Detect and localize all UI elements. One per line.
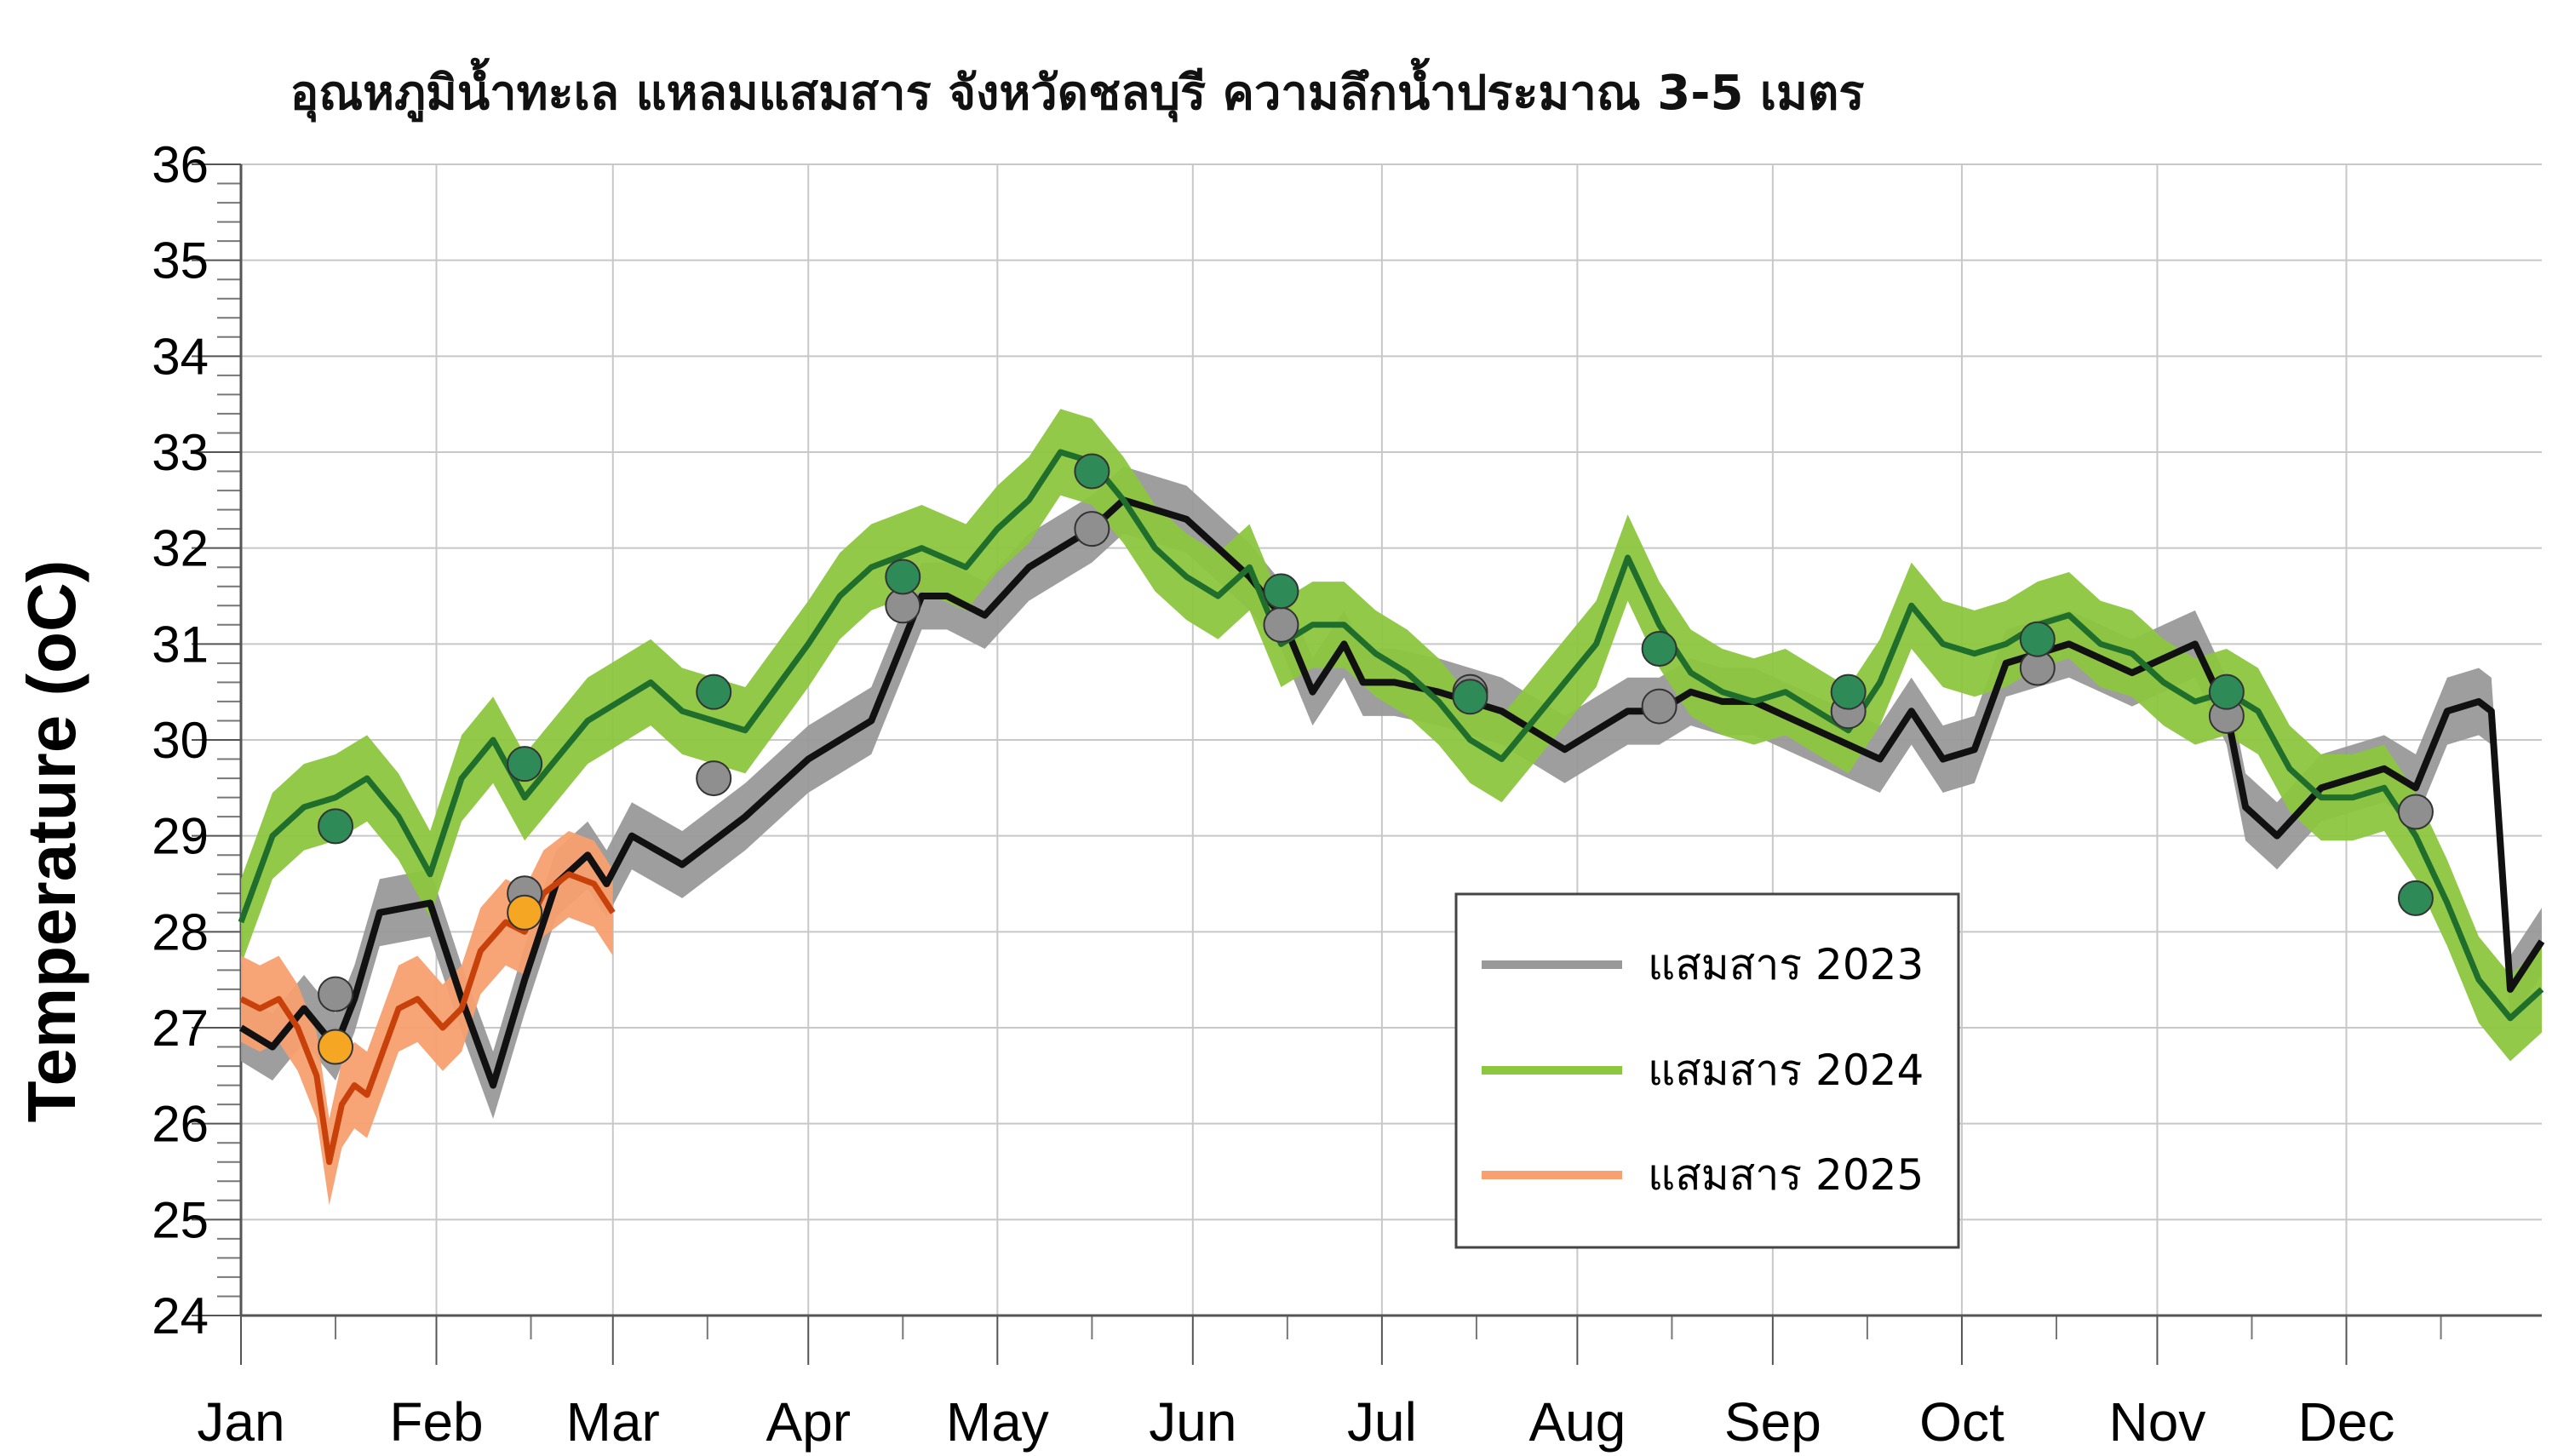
y-tick-label: 31 (152, 616, 209, 673)
series-marker (318, 1029, 354, 1065)
plot-area (238, 409, 2545, 1206)
series-marker (1263, 573, 1299, 610)
series-range-band (241, 466, 2542, 1120)
series-line (238, 449, 2544, 1022)
series-marker (1074, 453, 1110, 490)
x-tick-labels: Jan Feb Mar Apr May Jun Jul Aug Sep Oct Nov Dec (197, 1391, 2394, 1453)
series-marker (2397, 794, 2434, 830)
x-tick-label: Jan (197, 1391, 284, 1453)
y-tick-label: 26 (152, 1096, 209, 1153)
x-tick-label: Apr (766, 1391, 851, 1453)
x-tick-label: May (946, 1391, 1049, 1453)
series-marker (2019, 621, 2056, 657)
legend-label-2025: แสมสาร 2025 (1648, 1150, 1924, 1200)
y-tick-label: 36 (152, 136, 209, 193)
y-tick-label: 29 (152, 808, 209, 865)
y-tick-labels: 24 25 26 27 28 29 30 31 32 33 34 35 36 (152, 136, 209, 1344)
series-marker (1641, 630, 1677, 667)
legend-label-2023: แสมสาร 2023 (1648, 940, 1924, 989)
series-marker (2208, 674, 2245, 710)
y-tick-label: 30 (152, 712, 209, 769)
axes (192, 163, 2542, 1365)
series-marker (2397, 880, 2434, 916)
series-marker (1641, 688, 1677, 725)
chart-title: อุณหภูมิน้ำทะเล แหลมแสมสาร จังหวัดชลบุรี… (290, 58, 1865, 123)
series-marker (318, 976, 354, 1012)
series-marker (1263, 606, 1299, 643)
series-marker (1452, 679, 1488, 715)
legend-label-2024: แสมสาร 2024 (1648, 1046, 1924, 1095)
x-tick-label: Feb (389, 1391, 483, 1453)
x-tick-label: Mar (566, 1391, 660, 1453)
series-range-band (241, 409, 2542, 1062)
x-tick-label: Dec (2298, 1391, 2395, 1453)
y-tick-label: 25 (152, 1191, 209, 1248)
y-tick-label: 32 (152, 520, 209, 577)
x-tick-label: Nov (2109, 1391, 2206, 1453)
y-tick-label: 34 (152, 328, 209, 385)
y-tick-label: 28 (152, 903, 209, 960)
series-marker (318, 808, 354, 845)
x-tick-label: Jul (1347, 1391, 1417, 1453)
series-marker (507, 894, 543, 931)
series-marker (507, 746, 543, 782)
series-marker (885, 559, 921, 595)
series-marker (696, 760, 732, 797)
legend: แสมสาร 2023 แสมสาร 2024 แสมสาร 2025 (1454, 892, 1960, 1249)
y-axis-label: Temperature (oC) (14, 560, 89, 1123)
x-tick-label: Sep (1724, 1391, 1821, 1453)
series-marker (1074, 511, 1110, 547)
y-tick-label: 24 (152, 1287, 209, 1344)
series-line (238, 496, 2545, 1089)
series-marker (1830, 674, 1867, 710)
x-tick-label: Aug (1528, 1391, 1626, 1453)
y-tick-label: 33 (152, 424, 209, 481)
x-tick-label: Jun (1149, 1391, 1236, 1453)
y-tick-label: 35 (152, 232, 209, 289)
series-marker (696, 674, 732, 710)
y-tick-label: 27 (152, 1000, 209, 1057)
x-tick-label: Oct (1919, 1391, 2004, 1453)
